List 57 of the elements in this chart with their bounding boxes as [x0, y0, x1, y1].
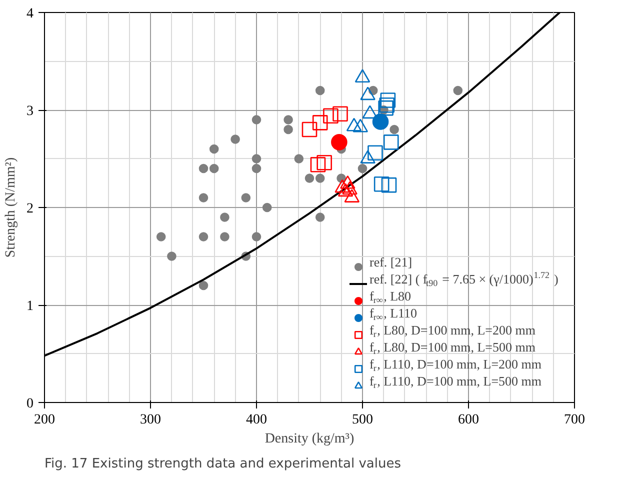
point	[332, 106, 348, 122]
x-tick-label: 400	[246, 412, 267, 428]
point	[316, 155, 332, 170]
point	[209, 144, 219, 154]
point	[252, 164, 262, 174]
point	[323, 108, 338, 124]
point	[198, 164, 208, 174]
point	[390, 124, 399, 134]
point	[252, 154, 262, 164]
point	[241, 193, 251, 202]
point	[262, 202, 272, 212]
point	[453, 86, 463, 96]
point	[380, 92, 396, 108]
x-axis-title: Density (kg/m³)	[264, 432, 355, 446]
text: Fig. 17 Existing strength data and experimental values	[44, 456, 402, 472]
point	[383, 134, 399, 150]
x-tick-label: 500	[352, 412, 373, 428]
y-tick-label: 1	[26, 299, 34, 314]
point	[252, 115, 262, 124]
y-axis-title: Strength (N/mm²)	[4, 157, 18, 258]
point	[315, 212, 325, 222]
point	[378, 100, 394, 116]
point	[372, 114, 389, 130]
x-tick-label: 600	[458, 412, 479, 428]
x-tick-label: 700	[564, 412, 585, 428]
y-tick-label: 3	[26, 104, 34, 119]
point	[368, 145, 383, 161]
point	[167, 252, 176, 261]
point	[331, 134, 348, 150]
point	[220, 212, 230, 222]
point	[379, 97, 395, 113]
point	[358, 164, 368, 174]
x-tick-label: 300	[140, 412, 161, 428]
point	[198, 232, 208, 242]
point	[209, 164, 219, 174]
point	[220, 232, 230, 242]
point	[284, 115, 293, 124]
point	[284, 124, 293, 134]
legend-label: ref. [21]	[370, 254, 412, 270]
point	[252, 232, 262, 242]
point	[302, 122, 318, 138]
point	[312, 115, 328, 130]
point	[294, 154, 304, 164]
y-tick-label: 0	[26, 396, 34, 412]
point	[198, 280, 208, 290]
y-tick-label: 2	[26, 202, 34, 216]
point	[315, 86, 325, 96]
x-tick-label: 200	[34, 412, 55, 428]
point	[230, 134, 240, 144]
point	[315, 174, 325, 183]
point	[304, 174, 314, 183]
point	[310, 156, 326, 172]
point	[374, 176, 390, 192]
y-tick-label: 4	[26, 6, 34, 22]
point	[198, 193, 208, 202]
point	[381, 177, 397, 193]
point	[156, 232, 166, 242]
